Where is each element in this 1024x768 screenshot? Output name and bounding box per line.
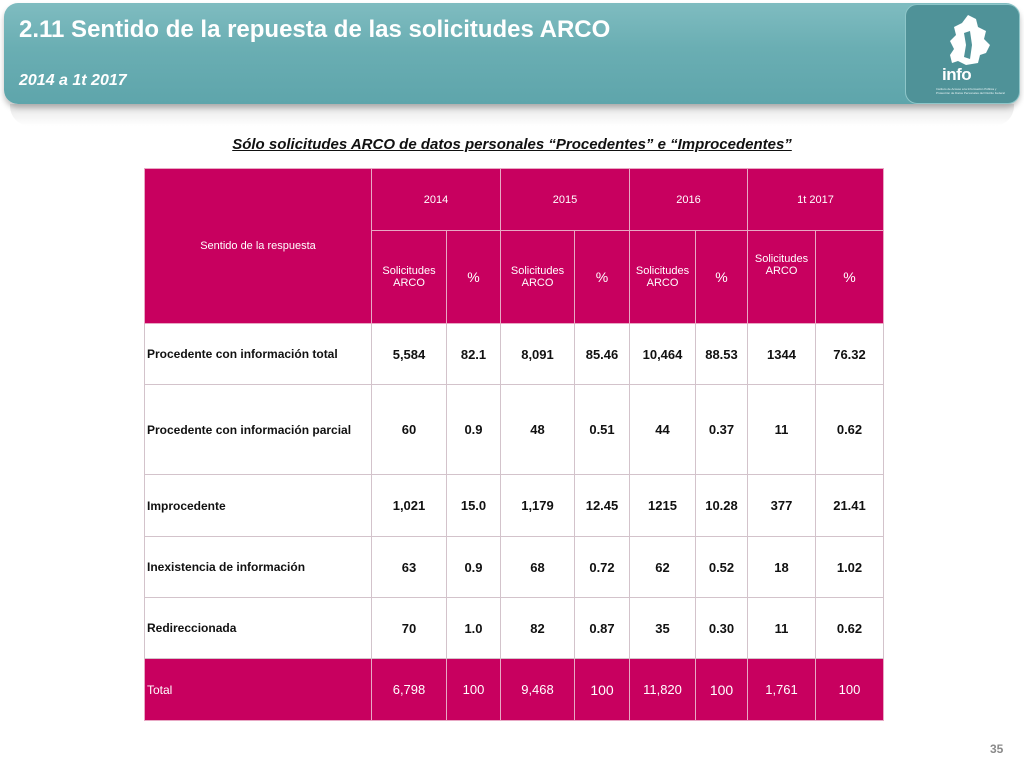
sub-header-pct: % xyxy=(574,230,630,324)
cell-value: 1,021 xyxy=(371,474,447,537)
cell-value: 0.9 xyxy=(446,536,501,598)
cell-value: 0.62 xyxy=(815,597,884,659)
table-caption: Sólo solicitudes ARCO de datos personale… xyxy=(232,136,792,153)
sub-header-solicitudes: Solicitudes ARCO xyxy=(371,230,447,324)
slide-subtitle: 2014 a 1t 2017 xyxy=(19,72,127,89)
cell-value: 377 xyxy=(747,474,816,537)
cell-value: 60 xyxy=(371,384,447,475)
logo-wordmark: info xyxy=(942,65,972,84)
cell-value: 21.41 xyxy=(815,474,884,537)
cell-value: 0.52 xyxy=(695,536,748,598)
year-header-2016: 2016 xyxy=(629,168,748,231)
sub-header-pct: % xyxy=(446,230,501,324)
header-shadow xyxy=(10,104,1014,126)
cell-value: 0.87 xyxy=(574,597,630,659)
year-header-2014: 2014 xyxy=(371,168,501,231)
cell-value: 0.37 xyxy=(695,384,748,475)
table-row: Redireccionada 70 1.0 82 0.87 35 0.30 11… xyxy=(144,597,884,659)
arco-responses-table: Sentido de la respuesta 2014 2015 2016 1… xyxy=(144,168,884,721)
cell-value: 100 xyxy=(574,658,630,721)
table-row: Procedente con información parcial 60 0.… xyxy=(144,384,884,475)
info-df-logo: info Instituto de Acceso a la Informació… xyxy=(905,4,1020,104)
year-header-1t2017: 1t 2017 xyxy=(747,168,884,231)
row-label: Procedente con información total xyxy=(144,323,372,385)
cell-value: 11,820 xyxy=(629,658,696,721)
cell-value: 62 xyxy=(629,536,696,598)
table-row: Procedente con información total 5,584 8… xyxy=(144,323,884,385)
cell-value: 100 xyxy=(815,658,884,721)
cell-value: 1215 xyxy=(629,474,696,537)
cell-value: 70 xyxy=(371,597,447,659)
cell-value: 1344 xyxy=(747,323,816,385)
year-header-2015: 2015 xyxy=(500,168,630,231)
cell-value: 68 xyxy=(500,536,575,598)
table-row: Inexistencia de información 63 0.9 68 0.… xyxy=(144,536,884,598)
header-band xyxy=(4,3,1020,104)
row-header-cell: Sentido de la respuesta xyxy=(144,168,372,324)
row-label: Inexistencia de información xyxy=(144,536,372,598)
sub-header-solicitudes: Solicitudes ARCO xyxy=(747,230,816,324)
cell-value: 35 xyxy=(629,597,696,659)
cell-value: 76.32 xyxy=(815,323,884,385)
cell-value: 9,468 xyxy=(500,658,575,721)
cell-value: 0.30 xyxy=(695,597,748,659)
cell-value: 15.0 xyxy=(446,474,501,537)
slide-title: 2.11 Sentido de la repuesta de las solic… xyxy=(19,16,611,43)
cell-value: 10,464 xyxy=(629,323,696,385)
sub-header-pct: % xyxy=(695,230,748,324)
cell-value: 0.51 xyxy=(574,384,630,475)
sub-header-solicitudes: Solicitudes ARCO xyxy=(629,230,696,324)
cell-value: 1.02 xyxy=(815,536,884,598)
cell-value: 5,584 xyxy=(371,323,447,385)
cell-value: 1.0 xyxy=(446,597,501,659)
cell-value: 1,761 xyxy=(747,658,816,721)
cell-value: 11 xyxy=(747,597,816,659)
cell-value: 82.1 xyxy=(446,323,501,385)
cell-value: 0.72 xyxy=(574,536,630,598)
page-number: 35 xyxy=(990,742,1004,756)
cell-value: 18 xyxy=(747,536,816,598)
cell-value: 44 xyxy=(629,384,696,475)
cell-value: 1,179 xyxy=(500,474,575,537)
cell-value: 10.28 xyxy=(695,474,748,537)
cell-value: 6,798 xyxy=(371,658,447,721)
cell-value: 100 xyxy=(695,658,748,721)
row-label: Redireccionada xyxy=(144,597,372,659)
cell-value: 85.46 xyxy=(574,323,630,385)
row-label: Procedente con información parcial xyxy=(144,384,372,475)
cell-value: 88.53 xyxy=(695,323,748,385)
cell-value: 63 xyxy=(371,536,447,598)
cell-value: 100 xyxy=(446,658,501,721)
total-row: Total 6,798 100 9,468 100 11,820 100 1,7… xyxy=(144,658,884,721)
cell-value: 12.45 xyxy=(574,474,630,537)
cell-value: 0.62 xyxy=(815,384,884,475)
cell-value: 8,091 xyxy=(500,323,575,385)
sub-header-pct: % xyxy=(815,230,884,324)
cell-value: 48 xyxy=(500,384,575,475)
mexico-city-shield-icon xyxy=(950,15,990,65)
sub-header-solicitudes: Solicitudes ARCO xyxy=(500,230,575,324)
row-label: Improcedente xyxy=(144,474,372,537)
logo-caption: Instituto de Acceso a la Información Púb… xyxy=(936,87,1005,95)
cell-value: 0.9 xyxy=(446,384,501,475)
table-row: Improcedente 1,021 15.0 1,179 12.45 1215… xyxy=(144,474,884,537)
cell-value: 11 xyxy=(747,384,816,475)
cell-value: 82 xyxy=(500,597,575,659)
row-label: Total xyxy=(144,658,372,721)
